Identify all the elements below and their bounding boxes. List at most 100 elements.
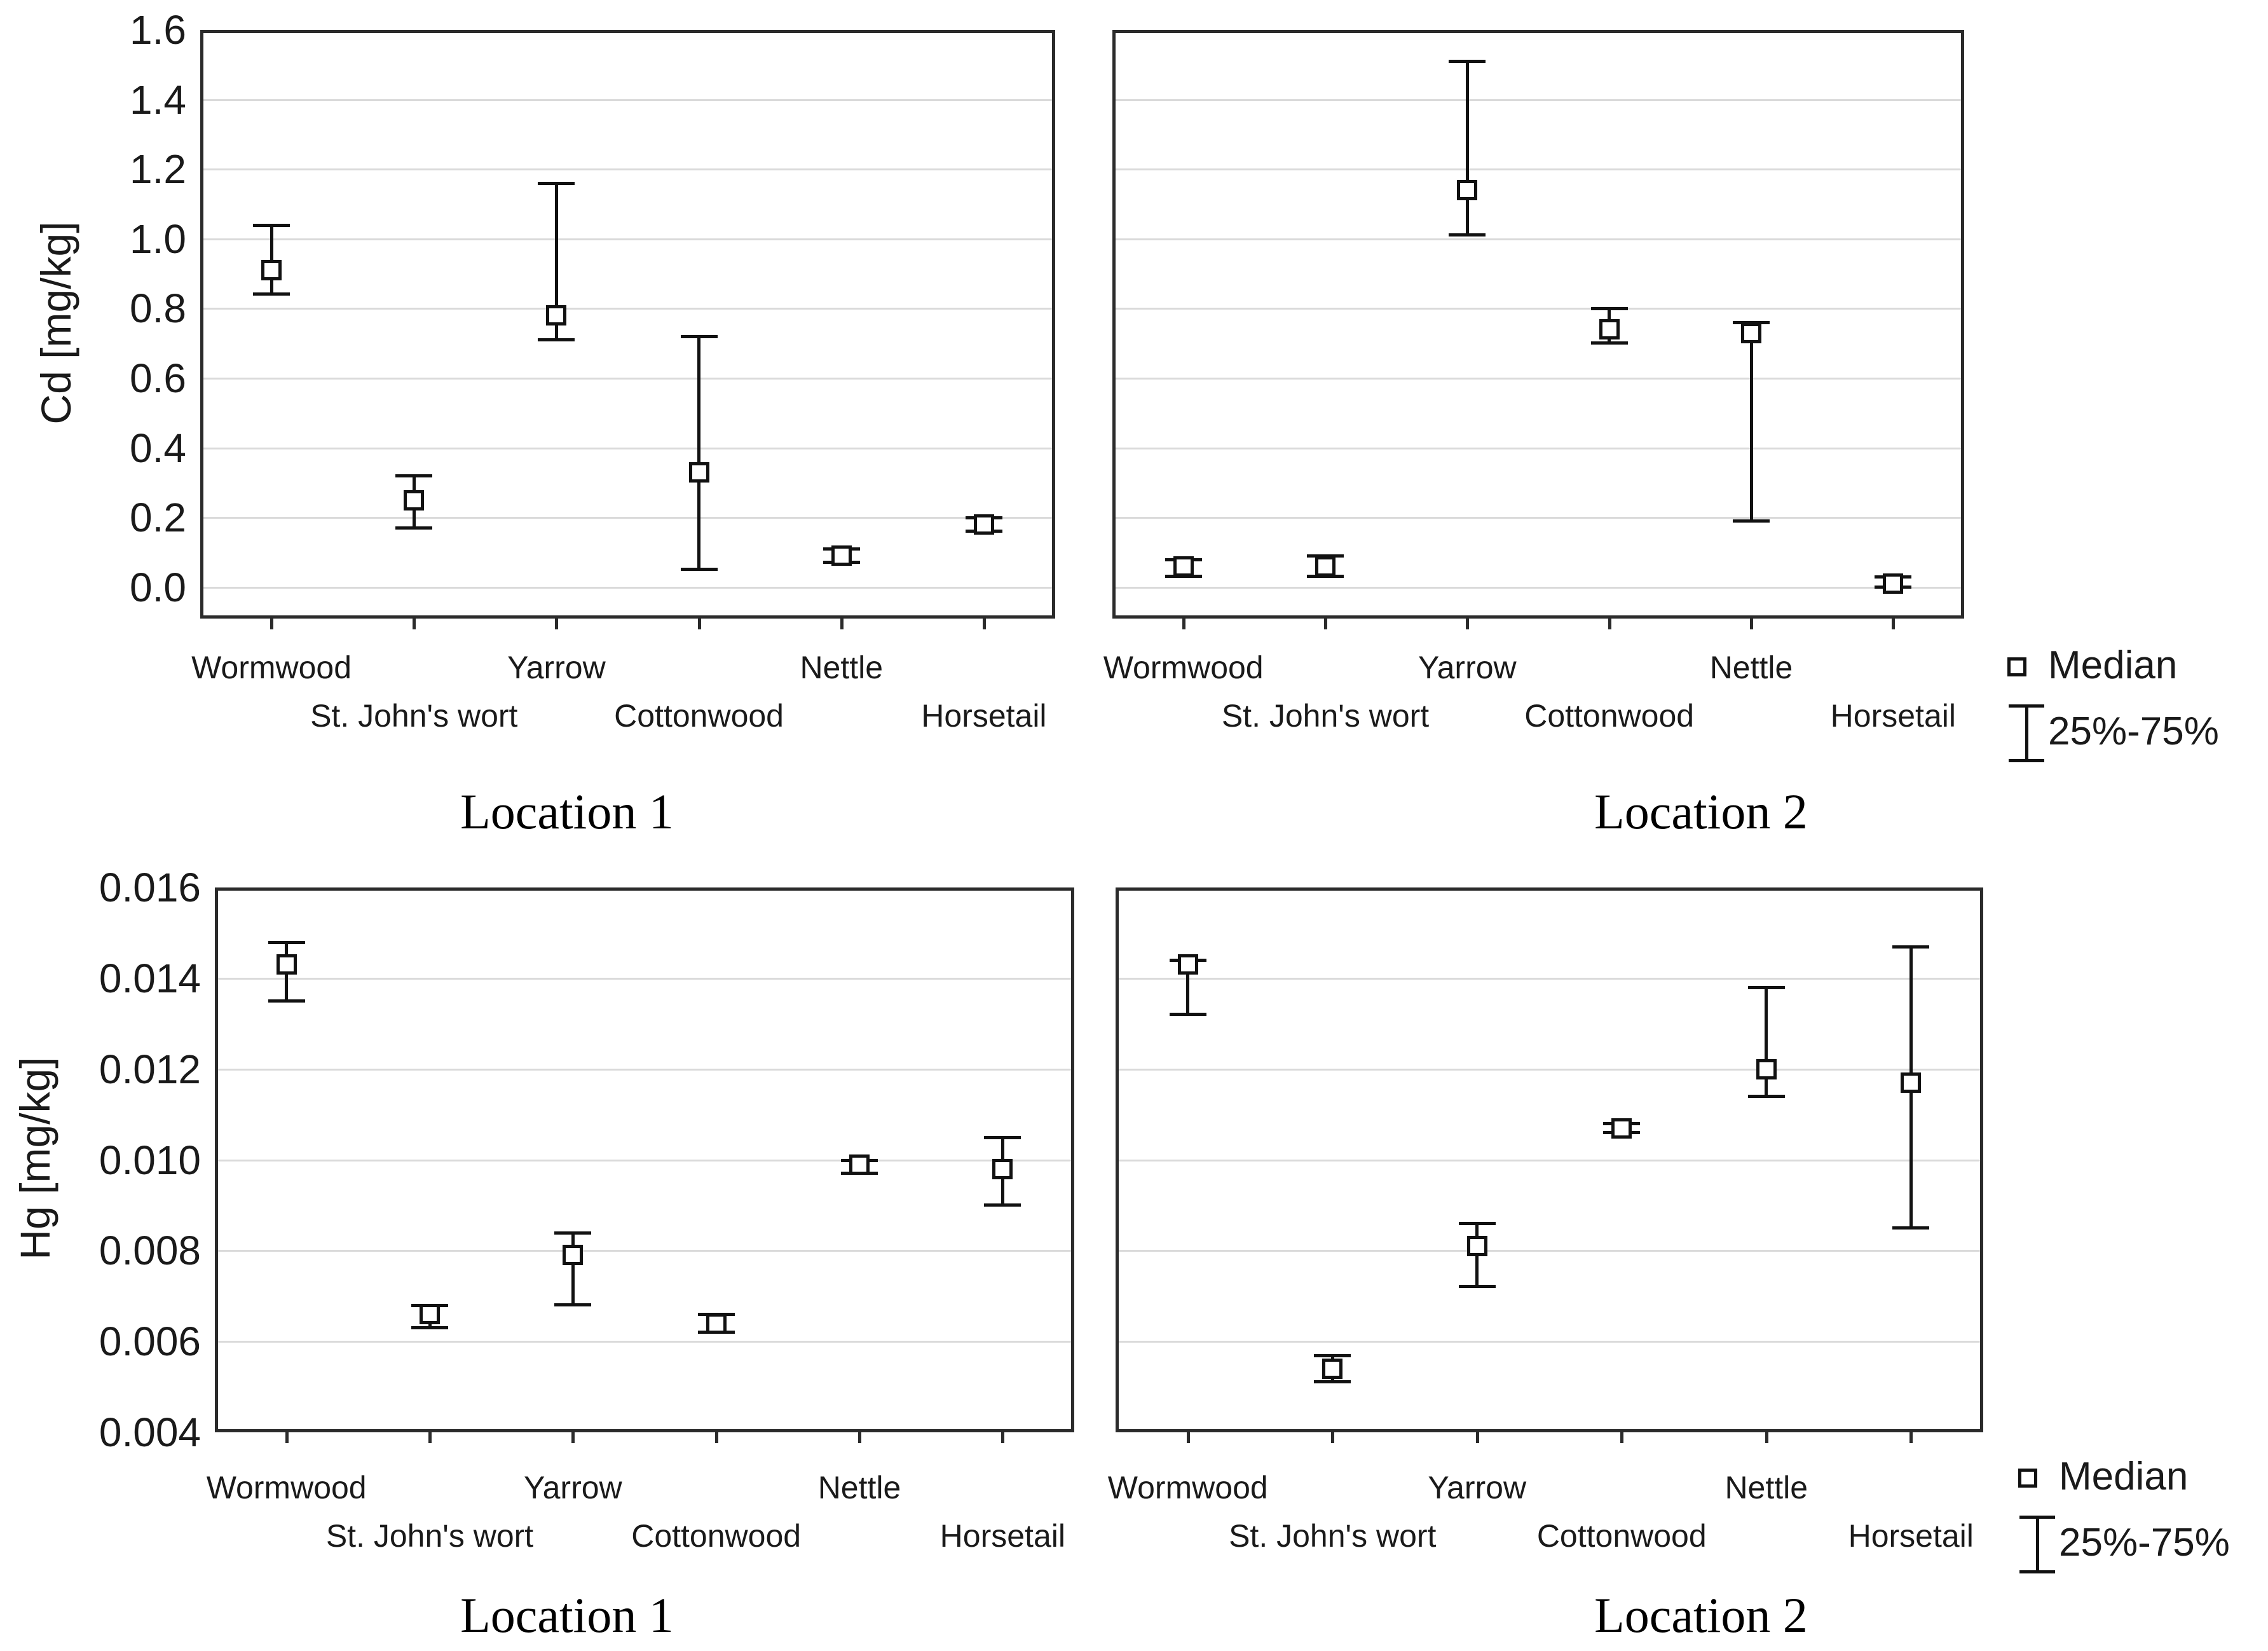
- whisker-cap: [554, 1231, 592, 1235]
- whisker-cap: [1449, 60, 1486, 64]
- gridline: [1119, 1159, 1980, 1161]
- x-tick: [1182, 619, 1185, 629]
- gridline: [1119, 1068, 1980, 1071]
- whisker-cap: [1314, 1353, 1351, 1357]
- panel-caption: Location 2: [1594, 784, 1808, 839]
- error-bar: [270, 224, 273, 295]
- gridline: [203, 238, 1052, 240]
- whisker-cap: [1747, 986, 1785, 990]
- category-label: Horsetail: [939, 1518, 1065, 1554]
- y-tick-label: 0.014: [99, 955, 201, 1001]
- x-tick: [1765, 1432, 1768, 1443]
- median-marker: [1315, 556, 1336, 577]
- category-label: St. John's wort: [325, 1518, 534, 1554]
- whisker-cap: [1449, 233, 1486, 237]
- category-label: Yarrow: [1428, 1470, 1527, 1505]
- x-tick: [1324, 619, 1327, 629]
- gridline: [1116, 447, 1961, 449]
- category-label: Nettle: [1725, 1470, 1808, 1505]
- whisker-cap: [395, 474, 433, 478]
- gridline: [203, 308, 1052, 310]
- x-tick: [714, 1432, 718, 1443]
- whisker-cap: [680, 335, 718, 339]
- y-axis-title: Cd [mg/kg]: [32, 221, 79, 425]
- gridline: [218, 1250, 1071, 1252]
- x-tick: [1608, 619, 1611, 629]
- category-label: Yarrow: [507, 650, 606, 685]
- median-marker: [276, 954, 297, 975]
- whisker-cap: [1747, 1094, 1785, 1098]
- category-label: Horsetail: [921, 698, 1047, 734]
- panel-caption: Location 1: [460, 1587, 674, 1643]
- legend-median-label: Median: [2048, 643, 2178, 687]
- error-bar: [1765, 987, 1768, 1097]
- whisker-cap: [554, 1303, 592, 1307]
- legend-iqr-icon: [2036, 1517, 2039, 1572]
- x-tick: [555, 619, 559, 629]
- median-marker: [706, 1313, 727, 1334]
- gridline: [203, 517, 1052, 519]
- plot-frame: [200, 30, 1055, 619]
- x-tick: [1001, 1432, 1005, 1443]
- median-marker: [849, 1154, 870, 1175]
- whisker-cap: [1314, 1380, 1351, 1384]
- y-tick-label: 1.4: [130, 76, 186, 123]
- whisker-cap: [411, 1326, 448, 1329]
- x-tick: [1620, 1432, 1624, 1443]
- legend-iqr-label: 25%-75%: [2059, 1521, 2230, 1565]
- median-marker: [1322, 1359, 1343, 1380]
- panel-caption: Location 1: [460, 784, 674, 839]
- median-marker: [1756, 1058, 1777, 1079]
- x-tick: [413, 619, 416, 629]
- category-label: Cottonwood: [631, 1518, 802, 1554]
- whisker-cap: [680, 568, 718, 572]
- gridline: [1116, 377, 1961, 380]
- whisker-cap: [395, 526, 433, 530]
- x-tick: [858, 1432, 861, 1443]
- gridline: [203, 447, 1052, 449]
- y-tick-label: 0.016: [99, 865, 201, 910]
- gridline: [1116, 517, 1961, 519]
- category-label: St. John's wort: [1221, 698, 1430, 734]
- x-tick: [840, 619, 844, 629]
- y-tick-label: 0.4: [130, 425, 186, 471]
- category-label: Wormwood: [206, 1470, 367, 1505]
- x-tick: [697, 619, 701, 629]
- error-bar: [1749, 322, 1753, 521]
- median-marker: [1883, 573, 1904, 594]
- category-label: St. John's wort: [310, 698, 518, 734]
- gridline: [218, 1068, 1071, 1071]
- whisker-cap: [1590, 341, 1628, 345]
- y-tick-label: 0.6: [130, 355, 186, 401]
- gridline: [1116, 586, 1961, 589]
- category-label: Yarrow: [1418, 650, 1517, 685]
- category-label: Yarrow: [523, 1470, 622, 1505]
- median-marker: [420, 1304, 440, 1325]
- whisker-cap: [1590, 307, 1628, 311]
- gridline: [203, 377, 1052, 380]
- x-tick: [1466, 619, 1470, 629]
- legend-median-icon: [2018, 1469, 2037, 1488]
- y-tick-label: 0.008: [99, 1228, 201, 1274]
- median-marker: [1611, 1118, 1632, 1139]
- gridline: [218, 977, 1071, 980]
- gridline: [1116, 308, 1961, 310]
- median-marker: [563, 1245, 584, 1266]
- whisker-cap: [1458, 1222, 1496, 1226]
- category-label: Wormwood: [1107, 1470, 1268, 1505]
- whisker-cap: [253, 223, 290, 227]
- plot-frame: [1112, 30, 1964, 619]
- whisker-cap: [984, 1135, 1021, 1139]
- y-tick-label: 0.006: [99, 1319, 201, 1365]
- whisker-cap: [1458, 1285, 1496, 1289]
- category-label: Cottonwood: [1536, 1518, 1707, 1554]
- error-bar: [697, 336, 701, 570]
- median-marker: [688, 462, 709, 483]
- y-tick-label: 0.010: [99, 1137, 201, 1183]
- y-tick-label: 0.2: [130, 495, 186, 541]
- legend-iqr-icon: [2009, 704, 2044, 708]
- x-tick: [571, 1432, 575, 1443]
- error-bar: [571, 1232, 575, 1306]
- y-tick-label: 1.0: [130, 216, 186, 262]
